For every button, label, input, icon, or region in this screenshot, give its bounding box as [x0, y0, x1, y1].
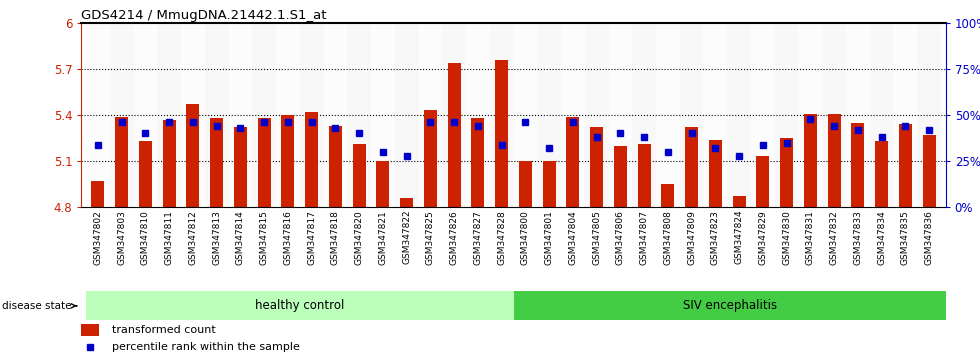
Bar [418, 23, 442, 207]
Bar [300, 23, 323, 207]
Bar [395, 23, 418, 207]
Bar [917, 23, 941, 207]
Text: healthy control: healthy control [255, 299, 345, 312]
Bar [518, 161, 532, 207]
Bar [869, 23, 894, 207]
Text: disease state: disease state [2, 301, 76, 311]
Bar [376, 161, 389, 207]
Bar [86, 23, 110, 207]
Text: transformed count: transformed count [112, 325, 216, 336]
Bar [609, 23, 632, 207]
Bar [210, 118, 223, 207]
Bar [852, 123, 864, 207]
Bar [91, 181, 105, 207]
Bar [234, 127, 247, 207]
Bar [448, 63, 461, 207]
Bar [205, 23, 228, 207]
Text: percentile rank within the sample: percentile rank within the sample [112, 342, 300, 352]
Bar [922, 135, 936, 207]
Bar [442, 23, 466, 207]
Bar [799, 23, 822, 207]
Bar [662, 184, 674, 207]
Bar [305, 112, 318, 207]
Bar [704, 23, 727, 207]
Bar [133, 23, 158, 207]
Bar [163, 120, 175, 207]
Bar [258, 118, 270, 207]
Bar [329, 126, 342, 207]
Bar [680, 23, 704, 207]
Bar [656, 23, 680, 207]
Bar [181, 23, 205, 207]
Bar [158, 23, 181, 207]
Bar [613, 146, 627, 207]
Bar [186, 104, 200, 207]
Bar [490, 23, 514, 207]
Bar [495, 60, 509, 207]
Bar [400, 198, 414, 207]
Bar [543, 161, 556, 207]
Bar [281, 115, 294, 207]
Bar [86, 291, 514, 320]
Bar [585, 23, 609, 207]
Bar [514, 291, 946, 320]
Bar [514, 23, 537, 207]
Bar [139, 141, 152, 207]
Bar [757, 156, 769, 207]
Bar [733, 196, 746, 207]
Bar [252, 23, 276, 207]
Bar [276, 23, 300, 207]
Bar [566, 116, 579, 207]
Bar [466, 23, 490, 207]
Bar [347, 23, 371, 207]
Text: SIV encephalitis: SIV encephalitis [683, 299, 777, 312]
Text: GDS4214 / MmugDNA.21442.1.S1_at: GDS4214 / MmugDNA.21442.1.S1_at [81, 9, 327, 22]
Bar [751, 23, 775, 207]
Bar [228, 23, 252, 207]
Bar [323, 23, 347, 207]
Bar [685, 127, 698, 207]
Bar [894, 23, 917, 207]
Bar [638, 144, 651, 207]
Bar [471, 118, 484, 207]
Bar [110, 23, 133, 207]
Bar [780, 138, 793, 207]
Bar [424, 110, 437, 207]
Bar [709, 139, 722, 207]
Bar [353, 144, 366, 207]
Bar [537, 23, 561, 207]
Bar [561, 23, 585, 207]
Bar [116, 116, 128, 207]
Bar [804, 114, 817, 207]
Bar [827, 114, 841, 207]
Bar [875, 141, 888, 207]
Bar [727, 23, 751, 207]
Bar [846, 23, 869, 207]
Bar [775, 23, 799, 207]
Bar [822, 23, 846, 207]
Bar [632, 23, 656, 207]
Bar [590, 127, 603, 207]
Bar [899, 124, 911, 207]
Bar [81, 324, 99, 336]
Bar [371, 23, 395, 207]
